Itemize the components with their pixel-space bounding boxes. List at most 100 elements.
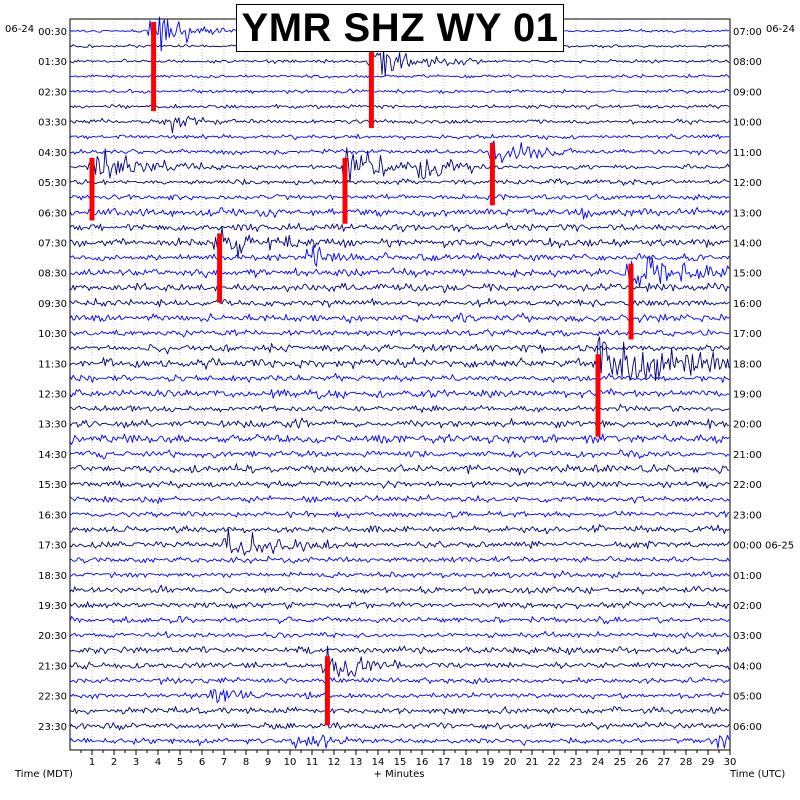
right-hour-label: 22:00 bbox=[733, 480, 762, 491]
seismic-trace bbox=[69, 48, 730, 77]
left-hour-label: 11:30 bbox=[38, 359, 67, 370]
right-hour-label: 16:00 bbox=[733, 299, 762, 310]
right-hour-label: 13:00 bbox=[733, 208, 762, 219]
right-hour-label: 03:00 bbox=[733, 631, 762, 642]
seismic-trace bbox=[69, 433, 730, 445]
seismic-trace bbox=[69, 463, 730, 476]
left-hour-label: 04:30 bbox=[38, 148, 67, 159]
left-hour-label: 15:30 bbox=[38, 480, 67, 491]
left-hour-label: 22:30 bbox=[38, 692, 67, 703]
x-tick-label: 6 bbox=[199, 757, 205, 768]
x-tick-label: 22 bbox=[548, 757, 561, 768]
x-tick-label: 1 bbox=[89, 757, 95, 768]
seismic-trace bbox=[69, 329, 730, 338]
seismic-trace bbox=[69, 645, 730, 678]
right-hour-label: 04:00 bbox=[733, 661, 762, 672]
seismic-trace bbox=[69, 193, 730, 201]
clip-marker bbox=[368, 52, 374, 128]
chart-grid bbox=[91, 19, 709, 750]
seismic-trace bbox=[69, 510, 730, 519]
x-tick-label: 20 bbox=[504, 757, 517, 768]
right-hour-label: 10:00 bbox=[733, 118, 762, 129]
left-hour-label: 21:30 bbox=[38, 661, 67, 672]
seismic-trace bbox=[69, 282, 730, 294]
seismic-trace bbox=[69, 372, 730, 383]
right-hour-label: 18:00 bbox=[733, 359, 762, 370]
left-hour-label: 13:30 bbox=[38, 420, 67, 431]
x-tick-label: 17 bbox=[438, 757, 451, 768]
clip-marker bbox=[89, 157, 95, 221]
right-hour-label: 06:00 bbox=[733, 722, 762, 733]
left-hour-label: 23:30 bbox=[38, 722, 67, 733]
seismic-trace bbox=[69, 336, 730, 382]
clip-marker bbox=[324, 656, 330, 726]
right-hour-label: 09:00 bbox=[733, 87, 762, 98]
x-tick-label: 10 bbox=[284, 757, 297, 768]
seismic-trace bbox=[69, 528, 730, 556]
x-tick-label: 15 bbox=[394, 757, 407, 768]
seismic-trace bbox=[69, 256, 730, 294]
seismic-trace bbox=[69, 645, 730, 656]
right-hour-label: 14:00 bbox=[733, 238, 762, 249]
right-hour-label: 15:00 bbox=[733, 269, 762, 280]
seismic-trace bbox=[69, 584, 730, 595]
x-tick-label: 18 bbox=[460, 757, 473, 768]
seismic-trace bbox=[69, 570, 730, 579]
seismic-trace bbox=[69, 480, 730, 489]
seismic-trace bbox=[69, 226, 730, 259]
right-hour-label: 12:00 bbox=[733, 178, 762, 189]
x-tick-label: 21 bbox=[526, 757, 539, 768]
axis-ticks bbox=[80, 750, 731, 755]
clip-marker bbox=[628, 263, 634, 340]
seismic-trace bbox=[69, 706, 730, 715]
seismic-trace bbox=[69, 140, 730, 164]
right-axis-label: Time (UTC) bbox=[729, 769, 785, 780]
clip-marker bbox=[489, 142, 495, 206]
seismic-trace bbox=[69, 494, 730, 504]
x-tick-label: 19 bbox=[482, 757, 495, 768]
seismic-trace bbox=[69, 178, 730, 186]
x-tick-label: 14 bbox=[372, 757, 385, 768]
left-hour-label: 07:30 bbox=[38, 238, 67, 249]
seismic-trace bbox=[69, 734, 730, 749]
x-tick-label: 4 bbox=[155, 757, 161, 768]
right-hour-label: 17:00 bbox=[733, 329, 762, 340]
seismic-traces bbox=[69, 16, 730, 749]
seismic-trace bbox=[69, 721, 730, 731]
right-hour-label: 01:00 bbox=[733, 571, 762, 582]
seismic-trace bbox=[69, 343, 730, 355]
station-title-box: YMR SHZ WY 01 bbox=[236, 4, 564, 52]
seismic-trace bbox=[69, 115, 730, 134]
seismic-trace bbox=[69, 297, 730, 308]
seismic-trace bbox=[69, 449, 730, 460]
x-tick-label: 8 bbox=[243, 757, 249, 768]
right-hour-label: 19:00 bbox=[733, 390, 762, 401]
seismic-trace bbox=[69, 147, 730, 183]
x-tick-label: 23 bbox=[570, 757, 583, 768]
seismic-trace bbox=[69, 555, 730, 564]
seismic-trace bbox=[69, 207, 730, 220]
seismic-trace bbox=[69, 403, 730, 413]
right-hour-label: 05:00 bbox=[733, 692, 762, 703]
seismic-trace bbox=[69, 73, 730, 79]
right-hour-label: 20:00 bbox=[733, 420, 762, 431]
x-tick-label: 5 bbox=[177, 757, 183, 768]
x-tick-label: 27 bbox=[658, 757, 671, 768]
x-axis-label: + Minutes bbox=[374, 769, 425, 780]
x-tick-label: 16 bbox=[416, 757, 429, 768]
seismic-trace bbox=[69, 245, 730, 267]
seismic-trace bbox=[69, 417, 730, 430]
seismic-trace bbox=[69, 676, 730, 685]
axis-labels: 06-24 06-24 Time (MDT) + Minutes Time (U… bbox=[5, 24, 795, 780]
clipped-signals bbox=[89, 21, 634, 726]
x-tick-label: 30 bbox=[724, 757, 737, 768]
right-hour-label: 00:00 06-25 bbox=[733, 541, 794, 552]
left-hour-label: 18:30 bbox=[38, 571, 67, 582]
clip-marker bbox=[151, 21, 157, 112]
seismic-trace bbox=[69, 103, 730, 110]
left-hour-label: 16:30 bbox=[38, 510, 67, 521]
seismic-trace bbox=[69, 630, 730, 639]
right-hour-label: 02:00 bbox=[733, 601, 762, 612]
left-hour-label: 20:30 bbox=[38, 631, 67, 642]
